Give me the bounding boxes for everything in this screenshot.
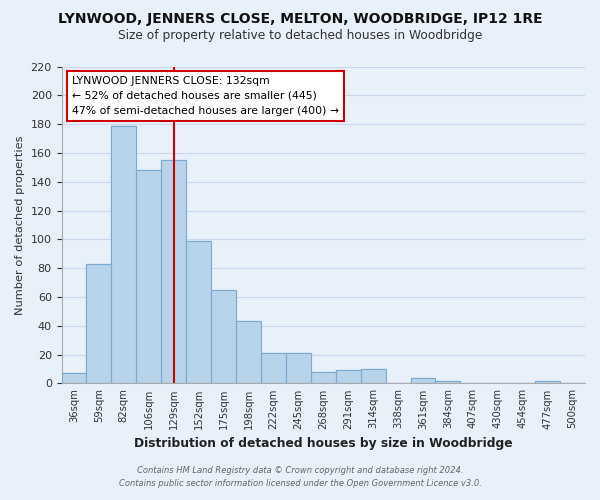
Y-axis label: Number of detached properties: Number of detached properties	[15, 135, 25, 314]
Bar	[436, 380, 460, 384]
Bar	[112, 126, 136, 384]
Bar	[186, 241, 211, 384]
Bar	[211, 290, 236, 384]
Text: Contains HM Land Registry data © Crown copyright and database right 2024.
Contai: Contains HM Land Registry data © Crown c…	[119, 466, 481, 487]
Bar	[112, 126, 136, 384]
Bar	[86, 264, 112, 384]
Bar	[62, 374, 86, 384]
Bar	[186, 241, 211, 384]
Bar	[236, 322, 261, 384]
Bar	[361, 369, 386, 384]
Bar	[311, 372, 336, 384]
Text: LYNWOOD, JENNERS CLOSE, MELTON, WOODBRIDGE, IP12 1RE: LYNWOOD, JENNERS CLOSE, MELTON, WOODBRID…	[58, 12, 542, 26]
Bar	[286, 353, 311, 384]
Bar	[336, 370, 361, 384]
Bar	[261, 353, 286, 384]
Bar	[62, 374, 86, 384]
Bar	[535, 380, 560, 384]
Bar	[136, 170, 161, 384]
Text: LYNWOOD JENNERS CLOSE: 132sqm
← 52% of detached houses are smaller (445)
47% of : LYNWOOD JENNERS CLOSE: 132sqm ← 52% of d…	[72, 76, 339, 116]
Bar	[336, 370, 361, 384]
Bar	[161, 160, 186, 384]
Bar	[86, 264, 112, 384]
X-axis label: Distribution of detached houses by size in Woodbridge: Distribution of detached houses by size …	[134, 437, 512, 450]
Bar	[311, 372, 336, 384]
Text: Size of property relative to detached houses in Woodbridge: Size of property relative to detached ho…	[118, 29, 482, 42]
Bar	[410, 378, 436, 384]
Bar	[161, 160, 186, 384]
Bar	[410, 378, 436, 384]
Bar	[286, 353, 311, 384]
Bar	[211, 290, 236, 384]
Bar	[436, 380, 460, 384]
Bar	[361, 369, 386, 384]
Bar	[236, 322, 261, 384]
Bar	[136, 170, 161, 384]
Bar	[261, 353, 286, 384]
Bar	[535, 380, 560, 384]
